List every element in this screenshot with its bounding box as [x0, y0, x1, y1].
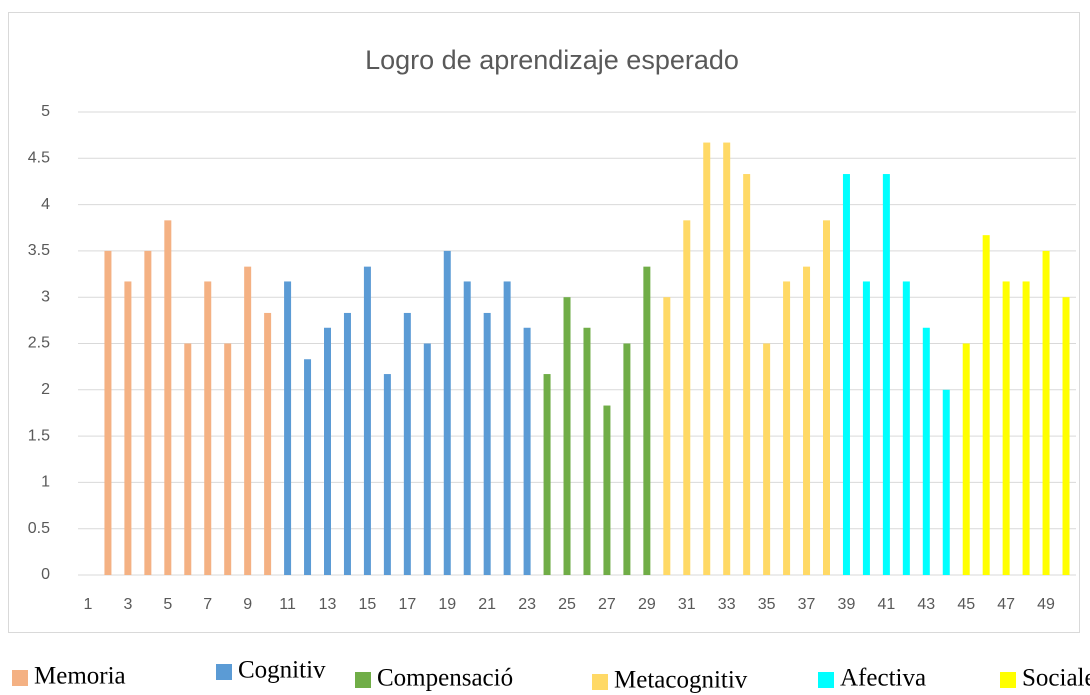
bar — [743, 174, 751, 576]
bar — [543, 374, 551, 575]
bar — [803, 266, 811, 575]
bar — [842, 174, 850, 576]
bar — [184, 343, 192, 575]
x-tick-label: 39 — [838, 596, 856, 613]
bar — [1022, 281, 1030, 575]
x-tick-label: 45 — [957, 596, 975, 613]
bar — [683, 220, 691, 576]
bar — [563, 297, 571, 575]
y-tick-label: 3.5 — [28, 242, 50, 259]
bar — [663, 297, 671, 575]
y-tick-label: 0.5 — [28, 520, 50, 537]
bar — [124, 281, 132, 575]
bar — [224, 343, 232, 575]
bar — [443, 250, 451, 575]
legend-label: Compensació — [377, 665, 513, 692]
x-tick-label: 17 — [398, 596, 416, 613]
bar — [104, 250, 112, 575]
bar — [463, 281, 471, 575]
y-tick-label: 3 — [41, 288, 50, 305]
y-tick-label: 4 — [41, 196, 50, 213]
legend-label: Afectiva — [840, 665, 926, 692]
x-tick-label: 43 — [917, 596, 935, 613]
x-tick-label: 5 — [163, 596, 172, 613]
bar — [1042, 250, 1050, 575]
x-tick-label: 41 — [877, 596, 895, 613]
y-tick-label: 2 — [41, 381, 50, 398]
legend-swatch — [1000, 672, 1016, 688]
bar — [783, 281, 791, 575]
x-tick-label: 9 — [243, 596, 252, 613]
x-tick-label: 49 — [1037, 596, 1055, 613]
legend-swatch — [12, 670, 28, 686]
legend-label: Sociale — [1022, 665, 1090, 692]
bar — [284, 281, 292, 575]
bar — [144, 250, 152, 575]
bar — [244, 266, 252, 575]
legend-swatch — [216, 664, 232, 680]
bar — [962, 343, 970, 575]
bar — [723, 142, 731, 576]
legend-swatch — [818, 672, 834, 688]
x-tick-label: 29 — [638, 596, 656, 613]
legend-swatch — [355, 672, 371, 688]
bar — [304, 359, 312, 575]
y-tick-label: 1.5 — [28, 427, 50, 444]
chart-title: Logro de aprendizaje esperado — [365, 45, 739, 75]
bar — [403, 312, 411, 575]
legend-label: Memoria — [34, 663, 126, 690]
x-tick-label: 21 — [478, 596, 496, 613]
y-tick-label: 2.5 — [28, 335, 50, 352]
x-tick-label: 25 — [558, 596, 576, 613]
bar — [1002, 281, 1010, 575]
x-tick-label: 7 — [203, 596, 212, 613]
bar — [363, 266, 371, 575]
y-tick-label: 1 — [41, 474, 50, 491]
bar — [343, 312, 351, 575]
bar — [523, 327, 531, 575]
bar — [603, 405, 611, 575]
bar — [703, 142, 711, 576]
bar — [324, 327, 331, 575]
legend-label: Cognitiv — [238, 657, 326, 684]
x-tick-label: 23 — [518, 596, 536, 613]
bar — [643, 266, 651, 575]
bar — [1062, 297, 1070, 575]
x-tick-label: 37 — [798, 596, 816, 613]
bar — [882, 174, 890, 576]
bar — [264, 312, 272, 575]
bar — [423, 343, 431, 575]
y-tick-label: 0 — [41, 566, 50, 583]
x-tick-label: 13 — [319, 596, 337, 613]
x-tick-label: 27 — [598, 596, 616, 613]
bar — [623, 343, 631, 575]
x-tick-label: 33 — [718, 596, 736, 613]
bar — [922, 327, 930, 575]
bar — [383, 374, 391, 575]
y-tick-label: 4.5 — [28, 150, 50, 167]
bar — [862, 281, 870, 575]
x-tick-label: 11 — [279, 596, 296, 613]
x-tick-label: 15 — [359, 596, 377, 613]
bar — [583, 327, 591, 575]
bar — [164, 220, 172, 576]
x-tick-label: 35 — [758, 596, 776, 613]
x-tick-label: 31 — [678, 596, 696, 613]
bar — [942, 389, 950, 575]
x-tick-label: 19 — [438, 596, 456, 613]
x-tick-label: 47 — [997, 596, 1015, 613]
x-tick-label: 3 — [123, 596, 132, 613]
bar — [823, 220, 830, 576]
bar — [503, 281, 511, 575]
x-tick-label: 1 — [84, 596, 93, 613]
bar — [763, 343, 771, 575]
legend-label: Metacognitiv — [614, 667, 748, 694]
bar — [483, 312, 491, 575]
legend-swatch — [592, 674, 608, 690]
y-tick-label: 5 — [41, 103, 50, 120]
bar — [982, 235, 990, 575]
bar — [902, 281, 910, 575]
bar — [204, 281, 212, 575]
